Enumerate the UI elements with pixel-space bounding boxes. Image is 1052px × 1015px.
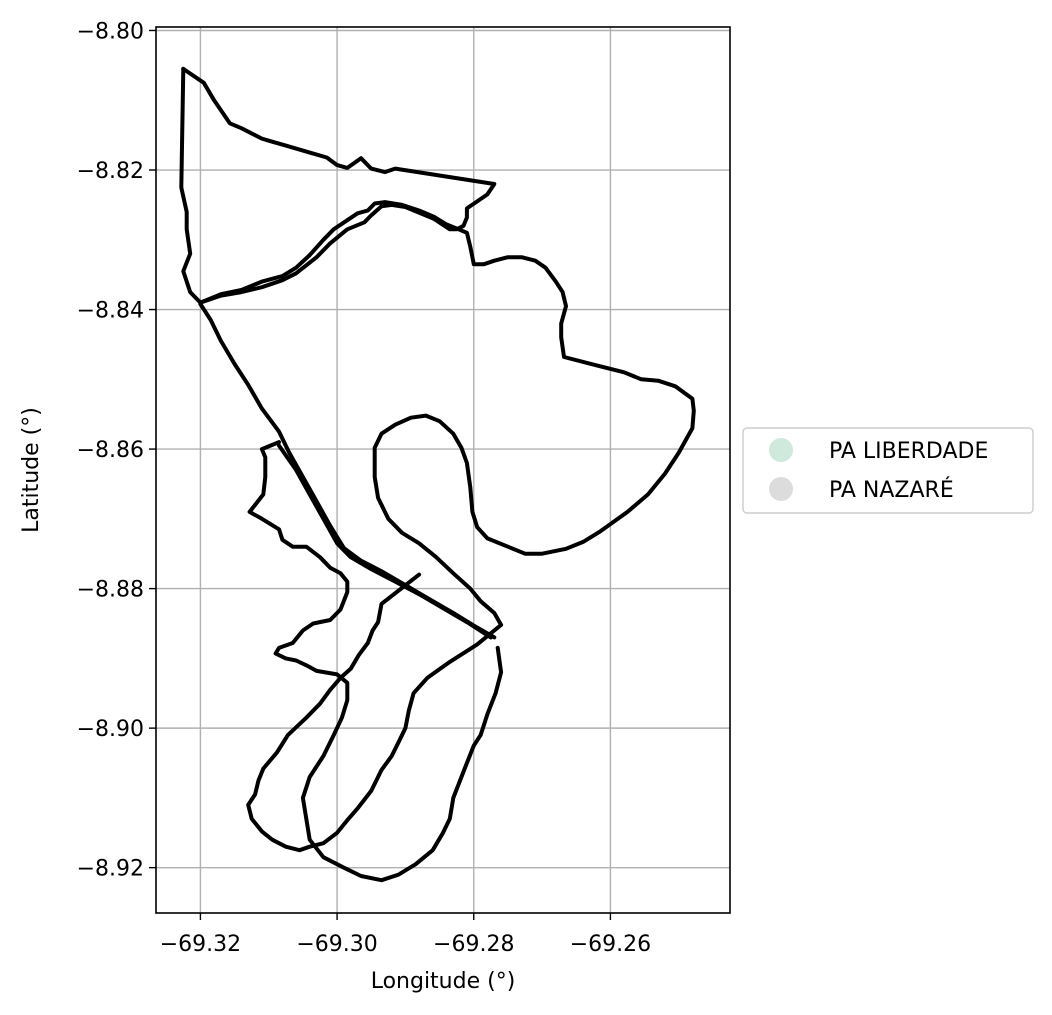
x-axis-label: Longitude (°) (371, 969, 516, 994)
y-tick-label: −8.86 (77, 438, 144, 463)
plot-frame (155, 26, 731, 914)
legend-label: PA LIBERDADE (829, 439, 988, 464)
legend: PA LIBERDADE PA NAZARÉ (742, 427, 1034, 514)
legend-marker (769, 477, 793, 501)
y-axis-label: Latitude (°) (19, 407, 44, 533)
x-tick-label: −69.30 (296, 932, 377, 957)
y-tick-label: −8.84 (77, 299, 144, 324)
y-axis-ticks: −8.80 −8.82 −8.84 −8.86 −8.88 −8.90 −8.92 (77, 19, 156, 882)
pa-nazare-outline (247, 440, 504, 883)
x-axis-ticks: −69.32 −69.30 −69.28 −69.26 (160, 913, 651, 957)
y-tick-label: −8.92 (77, 857, 144, 882)
legend-frame (742, 427, 1034, 514)
polygon-outlines (179, 66, 696, 883)
y-tick-label: −8.88 (77, 578, 144, 603)
pa-nazare-outline (277, 443, 493, 640)
x-tick-label: −69.32 (160, 932, 241, 957)
y-tick-label: −8.80 (77, 19, 144, 44)
grid-lines (156, 27, 730, 913)
pa-liberdade-outline (181, 66, 497, 305)
x-tick-label: −69.28 (433, 932, 514, 957)
y-tick-label: −8.82 (77, 159, 144, 184)
pa-liberdade-outline (179, 66, 203, 305)
x-tick-label: −69.26 (570, 932, 651, 957)
y-tick-label: −8.90 (77, 717, 144, 742)
pa-liberdade-outline (198, 200, 696, 853)
legend-label: PA NAZARÉ (829, 477, 954, 503)
legend-marker (769, 438, 793, 462)
